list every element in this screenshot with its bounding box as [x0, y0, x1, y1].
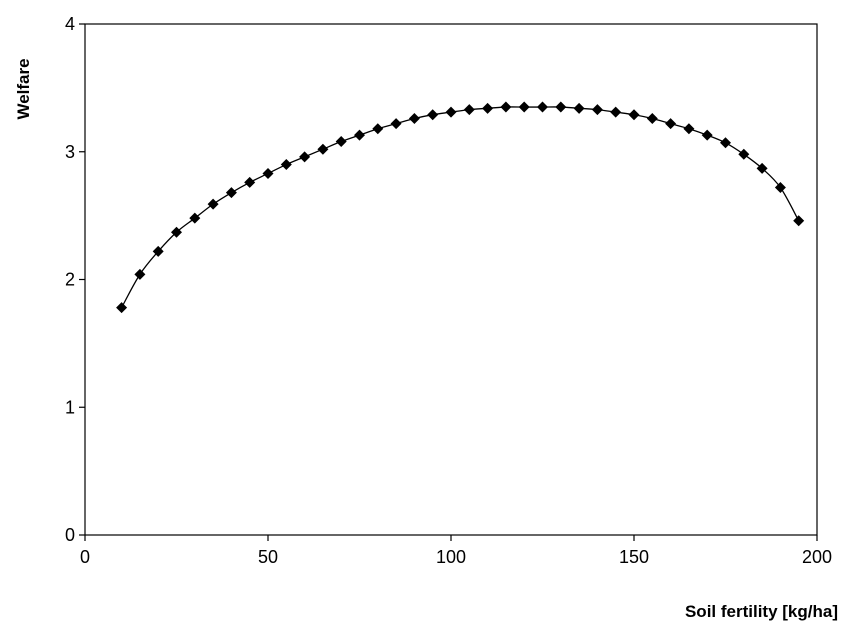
- series: [116, 101, 805, 314]
- x-axis-ticks: 0 50 100 150 200: [80, 535, 832, 567]
- data-point: [610, 106, 622, 118]
- series-line: [121, 106, 800, 308]
- x-tick-label: 100: [436, 547, 466, 567]
- y-axis-title: Welfare: [14, 58, 33, 119]
- data-point: [683, 123, 695, 135]
- data-point: [372, 123, 384, 135]
- data-point: [335, 136, 347, 148]
- data-point: [555, 101, 567, 113]
- x-tick-label: 0: [80, 547, 90, 567]
- data-point: [244, 176, 256, 188]
- x-tick-label: 50: [258, 547, 278, 567]
- y-tick-label: 0: [65, 525, 75, 545]
- x-tick-label: 150: [619, 547, 649, 567]
- data-point: [408, 113, 420, 125]
- data-point: [701, 129, 713, 141]
- data-point: [427, 109, 439, 121]
- data-point: [262, 167, 274, 179]
- data-point: [720, 137, 731, 149]
- data-point: [225, 187, 237, 199]
- y-axis-ticks: 0 1 2 3 4: [65, 14, 85, 545]
- data-point: [500, 101, 512, 113]
- data-point: [738, 148, 750, 160]
- data-point: [317, 143, 329, 155]
- plot-frame: [84, 23, 818, 536]
- data-point: [518, 101, 530, 113]
- data-point: [152, 245, 164, 257]
- y-tick-label: 2: [65, 270, 75, 290]
- data-point: [537, 101, 548, 113]
- data-point: [189, 212, 201, 224]
- y-tick-label: 3: [65, 142, 75, 162]
- data-point: [665, 118, 677, 130]
- data-point: [628, 109, 640, 121]
- data-point: [390, 118, 402, 130]
- y-tick-label: 1: [65, 397, 75, 417]
- data-point: [774, 182, 786, 194]
- data-point: [591, 104, 603, 116]
- data-point: [354, 129, 365, 141]
- data-point: [207, 198, 219, 210]
- y-tick-label: 4: [65, 14, 75, 34]
- data-point: [280, 159, 292, 171]
- data-point: [299, 151, 311, 163]
- x-tick-label: 200: [802, 547, 832, 567]
- plot-area: [84, 23, 818, 536]
- data-point: [116, 302, 128, 314]
- data-point: [445, 106, 457, 118]
- data-point: [793, 215, 805, 227]
- x-axis-title: Soil fertility [kg/ha]: [685, 602, 838, 621]
- data-point: [646, 113, 658, 125]
- data-point: [134, 268, 146, 280]
- data-point: [463, 104, 475, 116]
- data-point: [573, 102, 585, 114]
- data-point: [756, 162, 768, 174]
- data-point: [482, 102, 494, 114]
- data-point: [171, 226, 182, 238]
